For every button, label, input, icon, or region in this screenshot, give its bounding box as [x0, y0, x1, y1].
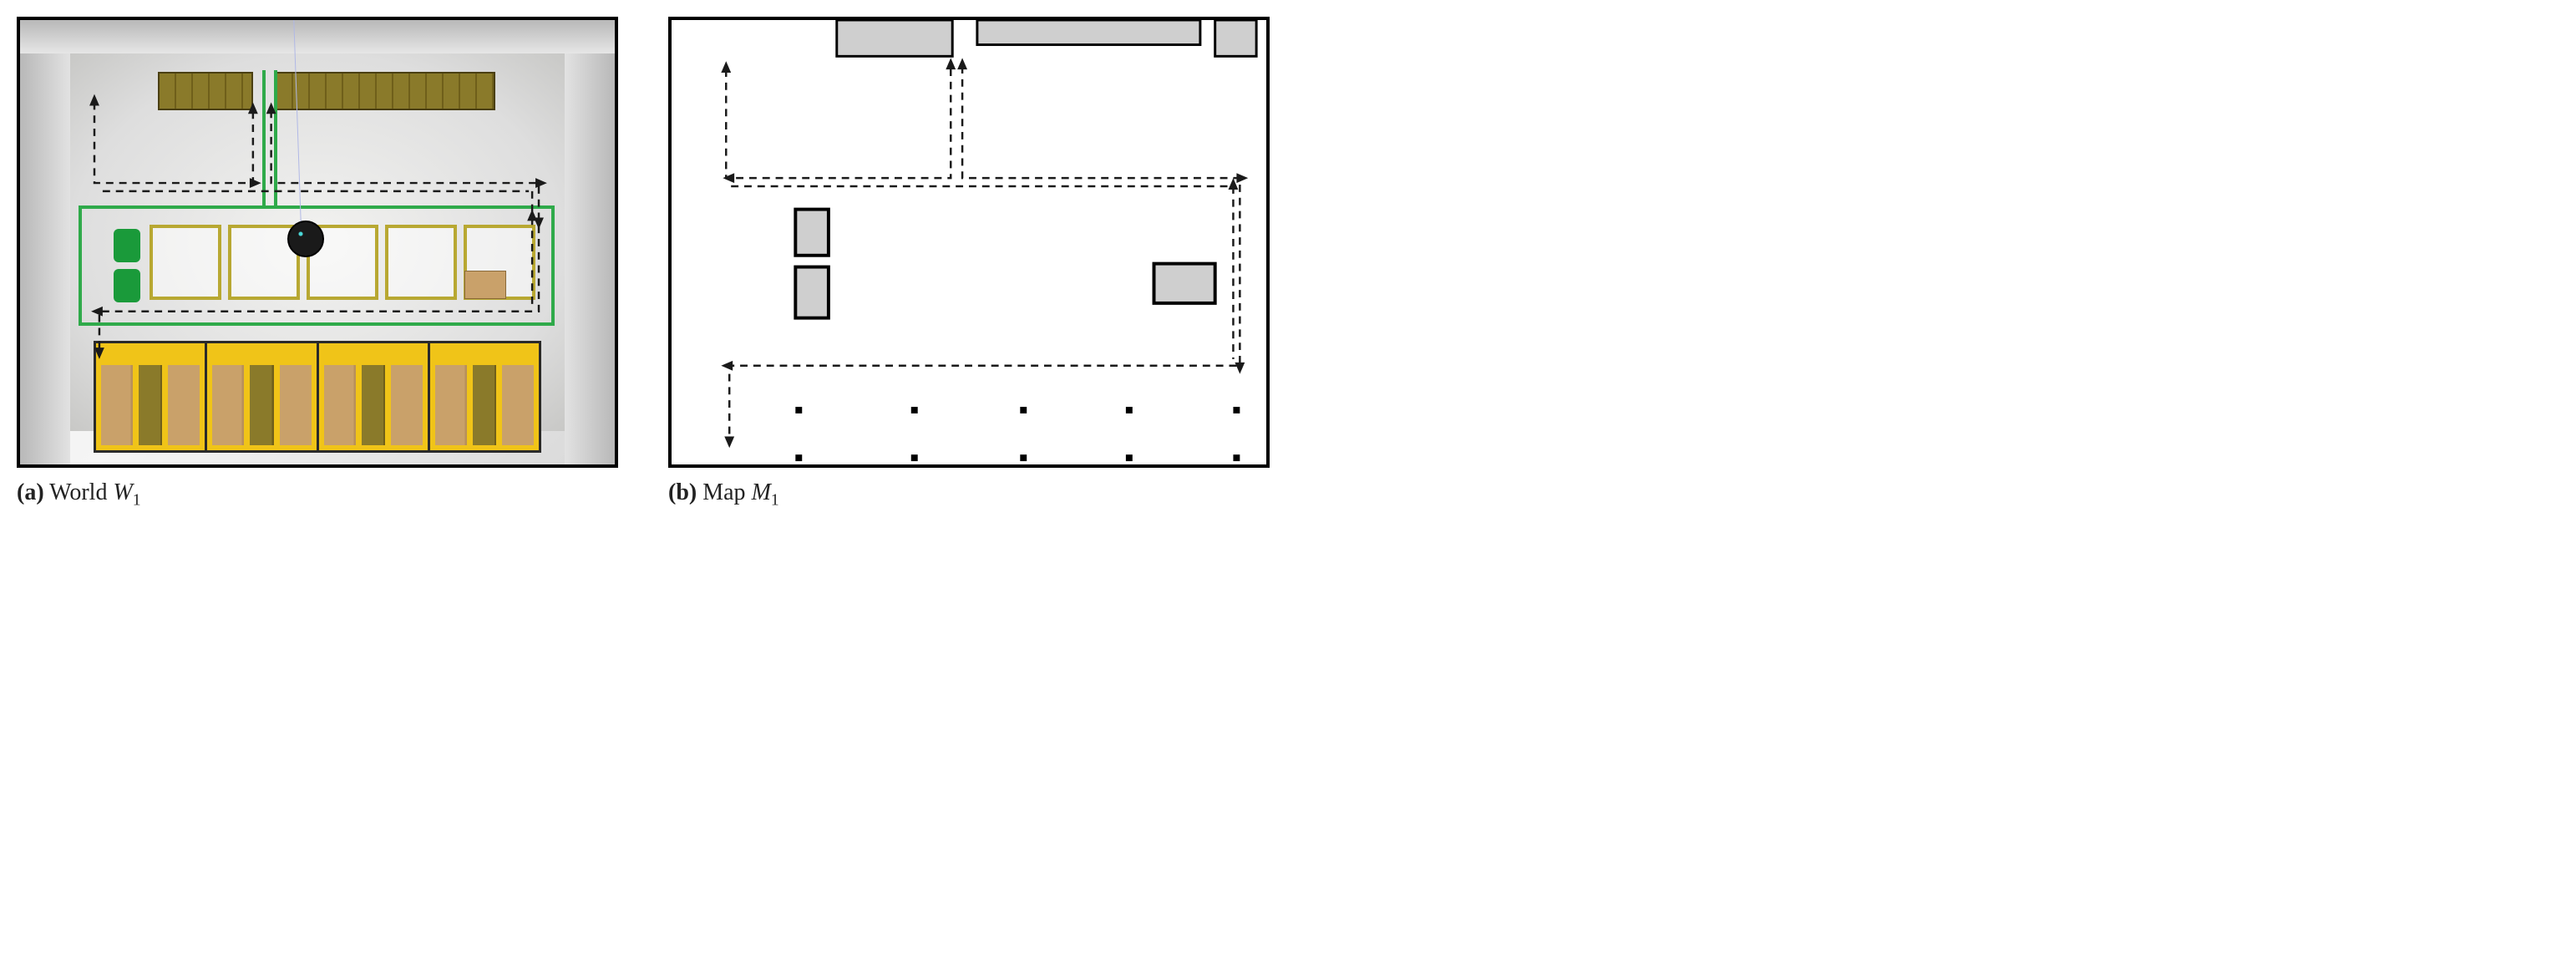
shelf-bay [96, 343, 207, 450]
map-obstacle [795, 210, 829, 256]
robot-icon [287, 221, 324, 257]
green-block-2 [114, 269, 140, 302]
shelf-bay [319, 343, 430, 450]
figure-container: (a) World W1 (b) Map M1 [17, 17, 2559, 510]
arrowhead-icon [721, 361, 733, 371]
world-render [17, 17, 618, 468]
green-lane [262, 70, 266, 207]
caption-a: (a) World W1 [17, 479, 618, 510]
bay-boxes [212, 365, 311, 445]
caption-b-sub: 1 [771, 492, 779, 510]
arrowhead-icon [723, 173, 734, 183]
loose-box [464, 271, 506, 299]
map-post-dot [1233, 407, 1240, 413]
map-post-dot [1020, 407, 1027, 413]
caption-b-label: (b) [668, 479, 697, 505]
bay-boxes [324, 365, 423, 445]
map-notch [1215, 20, 1256, 56]
panel-b: (b) Map M1 [668, 17, 1270, 510]
green-lane [79, 322, 553, 326]
arrowhead-icon [1235, 363, 1245, 374]
green-block-1 [114, 229, 140, 262]
arrowhead-icon [724, 437, 734, 449]
map-post-dot [1126, 407, 1133, 413]
arrowhead-icon [957, 58, 967, 69]
pallet [150, 225, 221, 300]
map-post-dot [795, 454, 802, 461]
wall-right [565, 20, 615, 464]
shelving-row [94, 341, 541, 453]
crate-group-2 [275, 72, 495, 110]
map-obstacle [1154, 264, 1215, 303]
caption-a-var: W [113, 479, 132, 505]
map-obstacle [795, 267, 829, 318]
caption-a-text: World [49, 479, 107, 505]
wall-top [20, 20, 615, 53]
map-post-dot [911, 407, 918, 413]
map-post-dot [795, 407, 802, 413]
caption-a-sub: 1 [133, 492, 141, 510]
wall-left [20, 20, 70, 464]
shelf-bay [207, 343, 318, 450]
caption-a-label: (a) [17, 479, 44, 505]
caption-b-text: Map [702, 479, 745, 505]
caption-b-var: M [752, 479, 771, 505]
pallet [385, 225, 457, 300]
map-post-dot [1233, 454, 1240, 461]
arrowhead-icon [946, 58, 956, 69]
bay-boxes [435, 365, 534, 445]
green-lane [551, 205, 555, 326]
crate-group-1 [158, 72, 253, 110]
green-lane [79, 205, 553, 209]
green-lane [274, 70, 277, 207]
map-post-dot [1126, 454, 1133, 461]
trajectory-path [726, 66, 1240, 439]
arrowhead-icon [721, 61, 731, 73]
map-render [668, 17, 1270, 468]
arrowhead-icon [1236, 173, 1248, 183]
panel-a: (a) World W1 [17, 17, 618, 510]
arrowhead-icon [1229, 178, 1239, 190]
bay-boxes [101, 365, 200, 445]
map-notch [837, 20, 952, 56]
map-notch [977, 20, 1200, 45]
map-post-dot [1020, 454, 1027, 461]
map-post-dot [911, 454, 918, 461]
green-lane [79, 205, 82, 326]
map-svg [672, 20, 1266, 464]
shelf-bay [430, 343, 539, 450]
caption-b: (b) Map M1 [668, 479, 1270, 510]
